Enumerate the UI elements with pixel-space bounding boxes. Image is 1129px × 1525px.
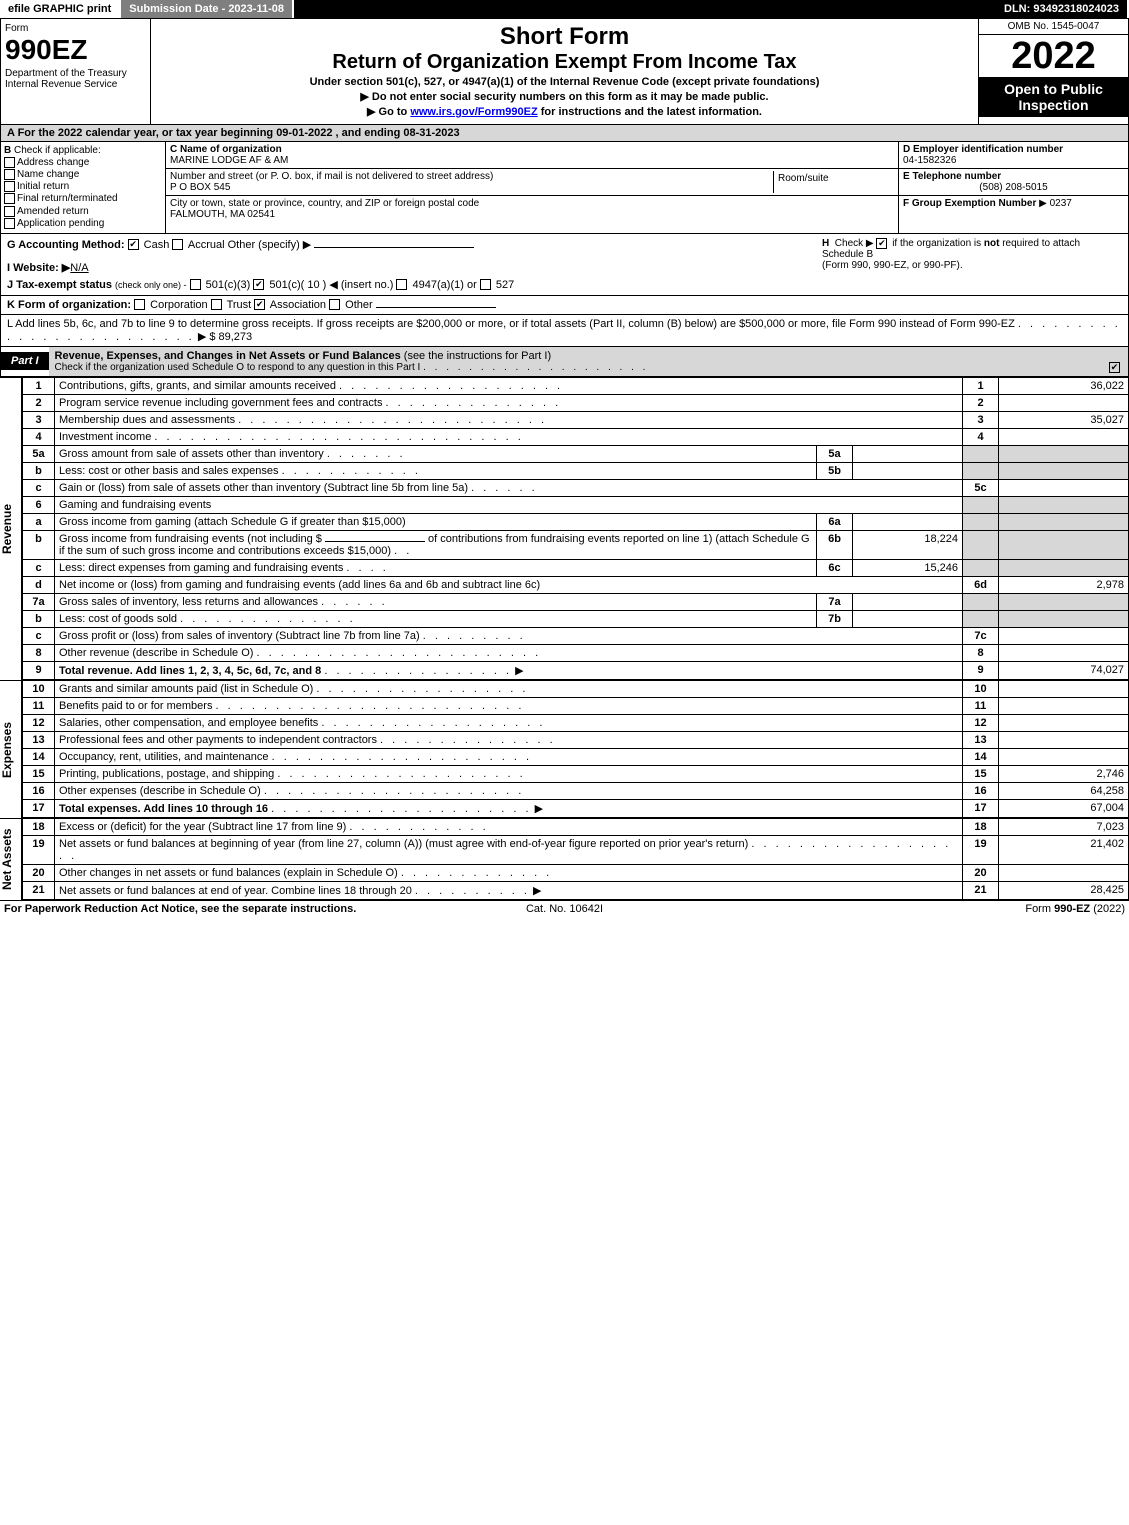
part1-header: Part I Revenue, Expenses, and Changes in… xyxy=(0,347,1129,377)
goto-post: for instructions and the latest informat… xyxy=(538,106,762,118)
omb-number: OMB No. 1545-0047 xyxy=(979,19,1128,35)
row-k: K Form of organization: Corporation Trus… xyxy=(0,296,1129,315)
tax-year: 2022 xyxy=(979,35,1128,77)
paperwork-notice: For Paperwork Reduction Act Notice, see … xyxy=(4,903,378,915)
part1-note: (see the instructions for Part I) xyxy=(404,350,551,362)
phone-value: (508) 208-5015 xyxy=(903,182,1124,193)
chk-schedule-b[interactable]: ✔ xyxy=(876,238,887,249)
h-check: H Check ▶ ✔ if the organization is not r… xyxy=(822,238,1122,291)
revenue-table: 1Contributions, gifts, grants, and simil… xyxy=(22,377,1129,680)
col-c: C Name of organization MARINE LODGE AF &… xyxy=(166,142,898,233)
part1-label: Part I xyxy=(1,352,49,370)
chk-501c[interactable]: ✔ xyxy=(253,279,264,290)
revenue-side-label: Revenue xyxy=(0,377,22,680)
under-section: Under section 501(c), 527, or 4947(a)(1)… xyxy=(155,76,974,88)
form-number: 990EZ xyxy=(5,34,146,66)
col-b: B Check if applicable: Address change Na… xyxy=(1,142,166,233)
chk-501c3[interactable] xyxy=(190,279,201,290)
g-accounting: G Accounting Method: ✔ Cash Accrual Othe… xyxy=(7,238,822,251)
dept-label: Department of the Treasury Internal Reve… xyxy=(5,68,146,90)
chk-final-return[interactable]: Final return/terminated xyxy=(4,193,162,204)
ssn-note: ▶ Do not enter social security numbers o… xyxy=(155,90,974,103)
return-title: Return of Organization Exempt From Incom… xyxy=(155,51,974,74)
room-suite-label: Room/suite xyxy=(774,171,894,193)
goto-note: ▶ Go to www.irs.gov/Form990EZ for instru… xyxy=(155,105,974,118)
netassets-table: 18Excess or (deficit) for the year (Subt… xyxy=(22,818,1129,900)
expenses-side-label: Expenses xyxy=(0,680,22,818)
chk-trust[interactable] xyxy=(211,299,222,310)
chk-schedule-o[interactable]: ✔ xyxy=(1109,362,1120,373)
dln: DLN: 93492318024023 xyxy=(996,0,1129,18)
ein-value: 04-1582326 xyxy=(903,155,956,166)
expenses-table: 10Grants and similar amounts paid (list … xyxy=(22,680,1129,818)
chk-4947[interactable] xyxy=(396,279,407,290)
b-text: Check if applicable: xyxy=(14,145,101,156)
addr-label: Number and street (or P. O. box, if mail… xyxy=(170,171,493,182)
chk-address-change[interactable]: Address change xyxy=(4,157,162,168)
form-label: Form xyxy=(5,23,146,34)
c-name-label: C Name of organization xyxy=(170,144,282,155)
efile-print[interactable]: efile GRAPHIC print xyxy=(0,0,121,18)
chk-corp[interactable] xyxy=(134,299,145,310)
part1-title: Revenue, Expenses, and Changes in Net As… xyxy=(55,350,401,362)
short-form-title: Short Form xyxy=(155,23,974,51)
chk-amended-return[interactable]: Amended return xyxy=(4,206,162,217)
chk-accrual[interactable] xyxy=(172,239,183,250)
i-website: I Website: ▶N/A xyxy=(7,261,822,274)
chk-assoc[interactable]: ✔ xyxy=(254,299,265,310)
cat-no: Cat. No. 10642I xyxy=(378,903,752,915)
chk-527[interactable] xyxy=(480,279,491,290)
form-ref: Form 990-EZ (2022) xyxy=(751,903,1125,915)
page-footer: For Paperwork Reduction Act Notice, see … xyxy=(0,900,1129,917)
chk-cash[interactable]: ✔ xyxy=(128,239,139,250)
f-group-label: F Group Exemption Number xyxy=(903,198,1036,209)
city-label: City or town, state or province, country… xyxy=(170,198,479,209)
d-ein-label: D Employer identification number xyxy=(903,144,1063,155)
group-exemption-value: ▶ 0237 xyxy=(1039,198,1072,209)
goto-pre: ▶ Go to xyxy=(367,106,410,118)
e-phone-label: E Telephone number xyxy=(903,171,1001,182)
submission-date: Submission Date - 2023-11-08 xyxy=(121,0,294,18)
org-name: MARINE LODGE AF & AM xyxy=(170,155,288,166)
b-label: B xyxy=(4,145,11,156)
org-address: P O BOX 545 xyxy=(170,182,230,193)
chk-name-change[interactable]: Name change xyxy=(4,169,162,180)
j-tax-status: J Tax-exempt status (check only one) - 5… xyxy=(7,278,822,291)
chk-initial-return[interactable]: Initial return xyxy=(4,181,162,192)
org-city: FALMOUTH, MA 02541 xyxy=(170,209,275,220)
part1-sub: Check if the organization used Schedule … xyxy=(55,362,421,373)
netassets-side-label: Net Assets xyxy=(0,818,22,900)
form-header: Form 990EZ Department of the Treasury In… xyxy=(0,18,1129,125)
chk-other-org[interactable] xyxy=(329,299,340,310)
top-bar: efile GRAPHIC print Submission Date - 20… xyxy=(0,0,1129,18)
row-gh: G Accounting Method: ✔ Cash Accrual Othe… xyxy=(0,234,1129,296)
row-a-period: A For the 2022 calendar year, or tax yea… xyxy=(0,125,1129,142)
block-bcdef: B Check if applicable: Address change Na… xyxy=(0,142,1129,234)
col-def: D Employer identification number 04-1582… xyxy=(898,142,1128,233)
open-inspection: Open to Public Inspection xyxy=(979,77,1128,117)
row-l: L Add lines 5b, 6c, and 7b to line 9 to … xyxy=(0,315,1129,347)
chk-application-pending[interactable]: Application pending xyxy=(4,218,162,229)
irs-link[interactable]: www.irs.gov/Form990EZ xyxy=(410,106,537,118)
